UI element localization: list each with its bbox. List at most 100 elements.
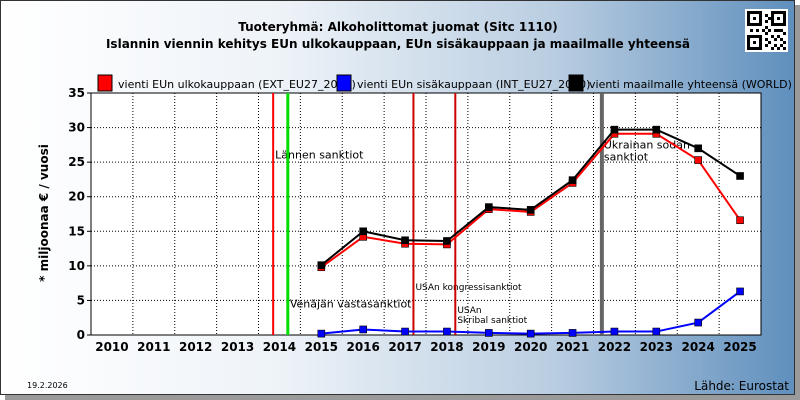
data-point (485, 203, 493, 211)
x-tick-label: 2021 (556, 340, 589, 354)
data-point (652, 327, 661, 336)
data-point (694, 318, 702, 327)
qr-module (765, 32, 768, 35)
qr-module (765, 44, 768, 47)
qr-module (765, 26, 768, 29)
data-point (526, 329, 535, 338)
x-tick-label: 2016 (346, 340, 379, 354)
legend-swatch (568, 74, 584, 92)
footer-date: 19.2.2026 (27, 381, 68, 390)
chart-subtitle: Islannin viennin kehitys EUn ulkokauppaa… (106, 37, 690, 51)
y-axis: 0 5 10 15 20 25 30 35 (68, 86, 91, 342)
data-point (736, 287, 744, 296)
qr-module (783, 47, 786, 50)
chart-title: Tuoteryhmä: Alkoholittomat juomat (Sitc … (238, 20, 558, 34)
data-point (568, 329, 577, 337)
annotation-label: USAn (457, 306, 481, 316)
x-tick-label: 2020 (514, 340, 547, 354)
legend-label: vienti maailmalle yhteensä (WORLD) (589, 78, 792, 91)
qr-finder-core (753, 17, 756, 20)
data-point (568, 176, 577, 184)
annotation-label: Venäjän vastasanktiot (290, 297, 412, 310)
y-tick-label: 20 (68, 190, 85, 204)
qr-module (780, 38, 783, 41)
legend: vienti EUn ulkokauppaan (EXT_EU27_2020) v… (97, 74, 792, 92)
legend-label: vienti EUn ulkokauppaan (EXT_EU27_2020) (118, 78, 356, 91)
data-point (610, 327, 619, 336)
line-chart: Tuoteryhmä: Alkoholittomat juomat (Sitc … (27, 9, 792, 393)
data-point (694, 144, 702, 153)
series-group (317, 125, 744, 338)
qr-module (762, 29, 765, 32)
data-point (443, 327, 451, 336)
x-tick-label: 2012 (179, 340, 212, 354)
y-tick-label: 35 (68, 86, 85, 100)
qr-module (756, 29, 759, 32)
qr-module (774, 29, 777, 32)
gridlines (91, 93, 761, 335)
data-point (401, 327, 409, 336)
qr-module (777, 29, 780, 32)
x-tick-label: 2014 (263, 340, 296, 354)
annotation-label: Lännen sanktiot (275, 149, 364, 162)
qr-module (774, 38, 777, 41)
data-point (736, 216, 744, 225)
legend-swatch (97, 74, 113, 92)
annotation-label: sanktiot (604, 150, 649, 163)
y-tick-label: 10 (68, 259, 85, 273)
data-point (610, 125, 619, 134)
x-tick-label: 2024 (681, 340, 714, 354)
y-axis-label: * miljoonaa € / vuosi (37, 144, 51, 282)
qr-module (768, 17, 771, 20)
legend-label: vienti EUn sisäkauppaan (INT_EU27_2020) (357, 78, 590, 91)
data-point (317, 329, 326, 338)
qr-module (765, 14, 768, 17)
x-tick-label: 2019 (472, 340, 505, 354)
x-tick-label: 2022 (598, 340, 631, 354)
y-tick-label: 15 (68, 224, 85, 238)
y-tick-label: 5 (77, 293, 85, 307)
qr-finder-core (777, 17, 780, 20)
data-point (359, 325, 367, 334)
qr-module (783, 41, 786, 44)
qr-module (765, 20, 768, 23)
source-label: Lähde: Eurostat (694, 379, 789, 393)
data-point (359, 227, 367, 236)
data-point (652, 125, 661, 134)
data-point (526, 206, 535, 214)
y-tick-label: 30 (68, 121, 85, 135)
qr-module (765, 38, 768, 41)
x-tick-label: 2010 (95, 340, 128, 354)
data-point (401, 236, 409, 245)
qr-module (750, 29, 753, 32)
x-tick-label: 2017 (388, 340, 421, 354)
qr-module (783, 32, 786, 35)
data-point (485, 329, 493, 337)
annotation-label: Skribal sanktiot (457, 316, 527, 326)
x-tick-label: 2018 (430, 340, 463, 354)
qr-module (777, 35, 780, 38)
x-tick-label: 2011 (137, 340, 170, 354)
data-point (736, 172, 744, 180)
x-axis: 2010 2011 2012 2013 2014 2015 2016 2017 2018 2019… (95, 340, 757, 354)
qr-finder-core (753, 41, 756, 44)
data-point (443, 237, 451, 245)
qr-module (780, 44, 783, 47)
x-tick-label: 2015 (305, 340, 338, 354)
data-point (317, 261, 326, 269)
x-tick-label: 2023 (640, 340, 673, 354)
qr-module (774, 44, 777, 47)
legend-swatch (336, 74, 352, 92)
x-tick-label: 2025 (723, 340, 756, 354)
qr-module (777, 47, 780, 50)
annotation-label: USAn kongressisanktiot (415, 283, 522, 293)
qr-module (780, 29, 783, 32)
qr-module (768, 29, 771, 32)
qr-module (771, 47, 774, 50)
y-tick-label: 0 (77, 328, 85, 342)
x-tick-label: 2013 (221, 340, 254, 354)
y-tick-label: 25 (68, 155, 85, 169)
qr-module (771, 35, 774, 38)
